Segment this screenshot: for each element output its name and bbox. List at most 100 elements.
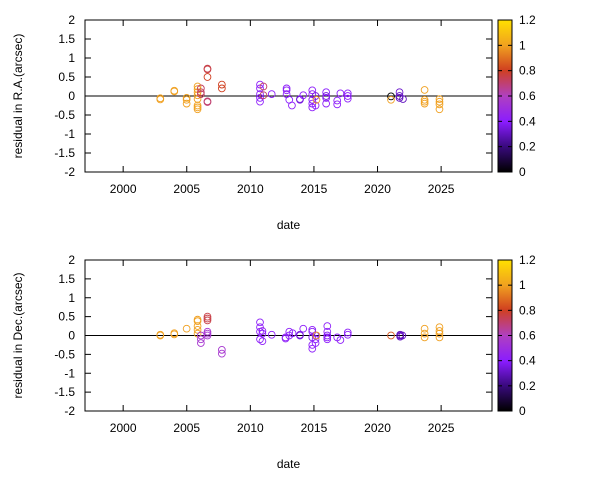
data-point: [435, 100, 444, 109]
data-point: [197, 84, 205, 93]
colorbar-tick-label: 0.8: [519, 303, 536, 317]
x-tick-label: 2020: [364, 421, 391, 435]
data-point: [203, 312, 212, 321]
colorbar-tick-label: 0.2: [519, 379, 536, 393]
data-point: [256, 90, 264, 98]
data-point: [282, 86, 291, 95]
y-tick-label: -2: [64, 165, 75, 179]
data-point: [258, 327, 267, 335]
colorbar-tick-label: 0: [519, 165, 526, 179]
y-tick-label: -1: [64, 127, 75, 141]
data-point: [312, 95, 321, 104]
plot-panel-2: -2 -1.5 -1 -0.5 0 0.5 1 1.5 2 2000 2005 2010 2015 202…: [11, 253, 536, 471]
data-point: [395, 88, 404, 97]
colorbar-tick-label: 1: [519, 38, 526, 52]
y-tick-label: 0: [68, 89, 75, 103]
data-point: [333, 100, 342, 109]
data-point: [343, 92, 352, 100]
x-tick-label: 2010: [237, 182, 264, 196]
x-axis-label: date: [277, 218, 301, 232]
x-tick-label: 2005: [173, 182, 200, 196]
data-point: [218, 84, 226, 93]
data-point: [420, 99, 429, 108]
data-point: [323, 333, 332, 342]
data-point: [193, 322, 202, 330]
x-tick-label: 2025: [428, 182, 455, 196]
data-point: [182, 95, 191, 104]
data-point: [203, 314, 212, 323]
colorbar-tick-label: 0.6: [519, 329, 536, 343]
plot-frame: [84, 19, 493, 173]
data-point: [311, 92, 320, 100]
data-point: [170, 330, 179, 339]
colorbar-tick-label: 1.2: [519, 253, 536, 267]
plot-panel-1: -2 -1.5 -1 -0.5 0 0.5 1 1.5 2 2000 2005 2010 2015 202…: [11, 13, 536, 232]
data-point: [203, 73, 212, 81]
data-point: [267, 90, 276, 98]
data-point: [193, 101, 202, 110]
data-point: [435, 105, 444, 114]
data-point: [193, 105, 202, 114]
x-tick-label: 2005: [173, 421, 200, 435]
data-point: [193, 103, 202, 112]
data-point: [203, 331, 212, 340]
x-tick-label: 2000: [110, 182, 137, 196]
y-tick-label: -1.5: [54, 146, 75, 160]
data-point: [387, 331, 395, 340]
data-point: [343, 89, 352, 98]
data-point: [311, 339, 320, 347]
y-tick-label: -1: [64, 366, 75, 380]
data-point: [156, 331, 165, 340]
y-tick-label: 1.5: [58, 32, 75, 46]
data-point: [420, 97, 429, 106]
y-tick-label: -0.5: [54, 108, 75, 122]
data-point: [193, 315, 202, 324]
data-point: [288, 101, 296, 110]
data-point: [387, 92, 395, 101]
colorbar-tick-label: 0: [519, 404, 526, 418]
data-point: [420, 329, 429, 338]
colorbar-tick-label: 0.8: [519, 64, 536, 78]
y-tick-label: 1: [68, 51, 75, 65]
data-point: [299, 91, 308, 100]
x-tick-label: 2020: [364, 182, 391, 196]
y-tick-label: 0.5: [58, 310, 75, 324]
data-point: [343, 328, 352, 337]
data-point: [203, 65, 212, 74]
data-point: [299, 324, 308, 333]
colorbar-tick-label: 0.6: [519, 89, 536, 103]
x-tick-label: 2010: [237, 421, 264, 435]
x-tick-label: 2025: [428, 421, 455, 435]
data-point: [308, 325, 317, 334]
data-point: [323, 322, 332, 330]
data-point: [218, 349, 226, 358]
data-point: [182, 99, 191, 108]
data-point: [197, 90, 205, 98]
data-point: [336, 89, 345, 98]
y-tick-label: 2: [68, 13, 75, 27]
data-point: [323, 327, 332, 336]
data-point: [343, 94, 352, 103]
data-point: [256, 318, 264, 327]
data-point: [323, 335, 332, 344]
data-point: [336, 336, 345, 344]
colorbar-tick-label: 0.4: [519, 354, 536, 368]
data-point: [420, 86, 429, 94]
data-point: [308, 344, 317, 353]
data-point: [296, 331, 304, 340]
data-point: [387, 95, 395, 104]
data-point: [256, 97, 264, 106]
data-point: [323, 331, 332, 340]
data-point: [258, 329, 267, 338]
data-point: [398, 331, 407, 340]
data-point: [311, 335, 320, 344]
data-point: [156, 95, 165, 104]
data-point: [203, 316, 212, 325]
y-tick-label: 1.5: [58, 272, 75, 286]
data-point: [197, 88, 205, 97]
data-point: [256, 323, 264, 332]
data-point: [343, 330, 352, 339]
x-tick-label: 2015: [301, 421, 328, 435]
